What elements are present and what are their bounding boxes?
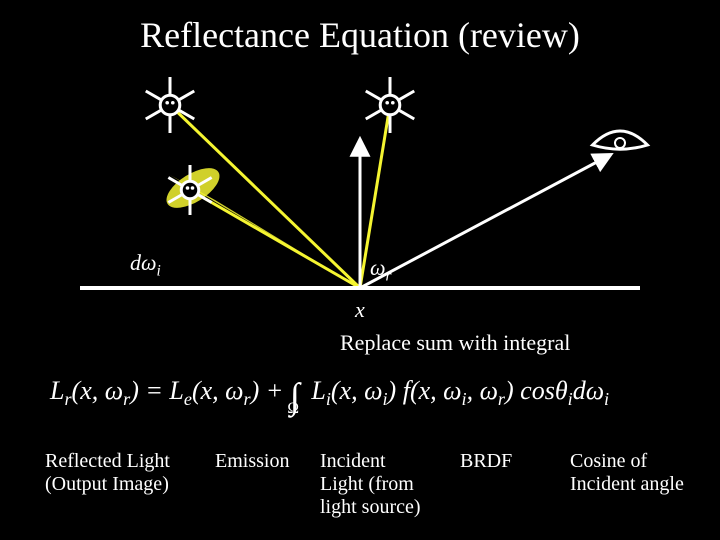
slide: Reflectance Equation (review) dωi ωr x R… <box>0 0 720 540</box>
label-cosine: Cosine of Incident angle <box>570 450 684 496</box>
label-incident-light: Incident Light (from light source) <box>320 450 421 519</box>
reflectance-equation: Lr(x, ωr) = Le(x, ωr) + ∫ΩLi(x, ωi) f(x,… <box>50 375 609 417</box>
x-label: x <box>355 297 365 323</box>
label-brdf: BRDF <box>460 450 512 473</box>
reflectance-diagram <box>60 70 660 320</box>
label-reflected-light: Reflected Light (Output Image) <box>45 450 170 496</box>
replace-sum-text: Replace sum with integral <box>340 330 570 356</box>
label-emission: Emission <box>215 450 289 473</box>
omega-r-label: ωr <box>370 255 392 285</box>
slide-title: Reflectance Equation (review) <box>0 14 720 56</box>
diagram-svg <box>60 70 660 320</box>
d-omega-i-label: dωi <box>130 250 161 280</box>
